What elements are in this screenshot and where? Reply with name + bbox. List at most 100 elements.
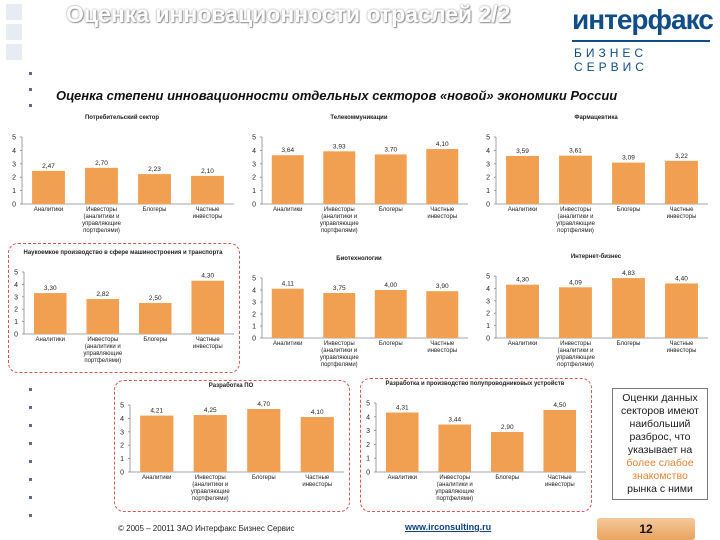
category-label: Аналитики: [272, 207, 303, 213]
bar-value-label: 2,47: [42, 163, 55, 170]
bullet-dot: [29, 424, 32, 427]
y-tick-label: 4: [120, 416, 124, 423]
bar: [300, 417, 334, 472]
slide-subtitle: Оценка степени инновационности отдельных…: [56, 88, 618, 103]
bullet-dot: [29, 442, 32, 445]
y-tick-label: 1: [486, 323, 490, 330]
category-label: Аналитики: [387, 475, 418, 481]
category-label: Блогеры: [378, 207, 403, 213]
bar-value-label: 3,22: [675, 153, 688, 160]
y-tick-label: 1: [14, 319, 18, 326]
y-tick-label: 2: [486, 311, 490, 318]
y-tick-label: 5: [252, 276, 256, 283]
y-tick-label: 2: [486, 175, 490, 182]
category-label: Частные инвесторы: [192, 207, 223, 220]
bar-value-label: 3,09: [622, 155, 635, 162]
y-tick-label: 4: [486, 286, 490, 293]
chart-title: Биотехнологии: [336, 256, 382, 262]
chart-plot: 0 1 2 3 4 5 4,21 4,25 4,70 4,10: [120, 401, 344, 477]
chart-plot: 0 1 2 3 4 5 3,30 2,82 2,50 4,30: [14, 270, 234, 339]
category-label: Частные инвесторы: [427, 341, 458, 354]
note-highlight: более слабое знакомство: [626, 457, 694, 482]
bullet-dot: [29, 104, 32, 107]
note-text-end: рынка с ними: [627, 483, 693, 495]
y-tick-label: 3: [252, 161, 256, 168]
decor-square: [6, 24, 22, 40]
category-label: Блогеры: [143, 337, 168, 343]
bar-value-label: 3,64: [281, 147, 294, 154]
bar: [612, 162, 645, 204]
chart-biotech: Биотехнологии 0 1 2 3 4 5 4,11 3,75 4,00 3,90 Анал…: [246, 256, 472, 374]
y-tick-label: 2: [252, 312, 256, 319]
y-tick-label: 1: [252, 324, 256, 331]
chart-plot: 0 1 2 3 4 5 4,11 3,75 4,00 3,90: [252, 276, 468, 343]
category-label: Аналитики: [272, 341, 303, 347]
chart-plot: 0 1 2 3 4 5 3,59 3,61 3,09 3,22: [486, 135, 708, 209]
bar-value-label: 3,90: [436, 283, 449, 290]
bar-value-label: 2,50: [149, 295, 162, 302]
y-tick-label: 3: [252, 300, 256, 307]
y-tick-label: 4: [252, 288, 256, 295]
bar-value-label: 3,93: [333, 143, 346, 150]
chart-internet-business: Интернет-бизнес 0 1 2 3 4 5 4,30 4,09 4,83 4,40 Ан…: [480, 254, 712, 374]
y-tick-label: 3: [366, 428, 370, 435]
bullet-dot: [29, 388, 32, 391]
bar: [374, 154, 407, 204]
chart-plot: 0 1 2 3 4 5 4,31 3,44 2,90 4,50: [366, 401, 586, 477]
chart-title: Интернет-бизнес: [570, 254, 622, 260]
chart-title: Фармацевтика: [574, 115, 618, 121]
y-tick-label: 1: [366, 456, 370, 463]
y-tick-label: 4: [252, 148, 256, 155]
bar: [426, 149, 459, 204]
y-tick-label: 5: [366, 401, 370, 408]
bar-value-label: 3,70: [384, 146, 397, 153]
y-tick-label: 3: [486, 298, 490, 305]
y-tick-label: 4: [12, 148, 16, 155]
y-tick-label: 5: [486, 135, 490, 142]
chart-plot: 0 1 2 3 4 5 4,30 4,09 4,83 4,40: [486, 270, 708, 343]
category-label: Аналитики: [35, 337, 66, 343]
highlight-frame-semiconductors: [360, 378, 592, 512]
bar: [138, 174, 171, 204]
y-tick-label: 3: [486, 161, 490, 168]
chart-semiconductors: Разработка и производство полупроводнико…: [360, 381, 590, 508]
footer-copyright: © 2005 – 20011 ЗАО Интерфакс Бизнес Серв…: [118, 524, 295, 533]
bar-value-label: 3,61: [569, 148, 582, 155]
bar: [323, 293, 356, 338]
logo-wordmark: интерфакс: [572, 4, 714, 35]
note-text-start: Оценки данных секторов имеют наибольший …: [621, 392, 699, 456]
bar-value-label: 2,90: [501, 424, 514, 431]
bar-value-label: 4,21: [150, 408, 163, 415]
y-tick-label: 5: [486, 274, 490, 281]
chart-software: Разработка ПО 0 1 2 3 4 5 4,21 4,25 4,70 4,10 Анал…: [114, 383, 348, 508]
bar: [271, 155, 304, 204]
y-tick-label: 2: [120, 443, 124, 450]
category-label: Блогеры: [616, 341, 641, 347]
y-tick-label: 5: [120, 403, 124, 410]
chart-title: Телекоммуникации: [330, 115, 388, 121]
y-tick-label: 0: [252, 336, 256, 343]
y-tick-label: 4: [14, 282, 18, 289]
bar: [490, 431, 524, 472]
bar: [193, 415, 227, 472]
bar: [140, 415, 174, 472]
bar: [665, 160, 698, 204]
y-tick-label: 0: [14, 332, 18, 339]
category-label: Частные инвесторы: [666, 341, 697, 354]
y-tick-label: 1: [486, 188, 490, 195]
bar-value-label: 4,31: [396, 405, 409, 412]
y-tick-label: 0: [120, 470, 124, 477]
bar: [506, 155, 539, 204]
bar-value-label: 3,59: [516, 148, 529, 155]
category-label: Частные инвесторы: [302, 475, 333, 488]
slide-title: Оценка инновационности отраслей 2/2: [66, 1, 511, 27]
chart-consumer-sector: Потребительский сектор 0 1 2 3 4 5 2,47 2,70 2,2…: [6, 115, 238, 240]
bullet-dot: [29, 460, 32, 463]
bar: [374, 290, 407, 338]
footer-website-link[interactable]: www.irconsulting.ru: [405, 522, 492, 532]
bar-value-label: 4,50: [553, 402, 566, 409]
category-label: Инвесторы (аналитики и управляющие портф…: [190, 475, 230, 502]
bar-value-label: 4,09: [569, 279, 582, 286]
bar-value-label: 2,10: [201, 168, 214, 175]
bullet-dot: [29, 514, 32, 517]
